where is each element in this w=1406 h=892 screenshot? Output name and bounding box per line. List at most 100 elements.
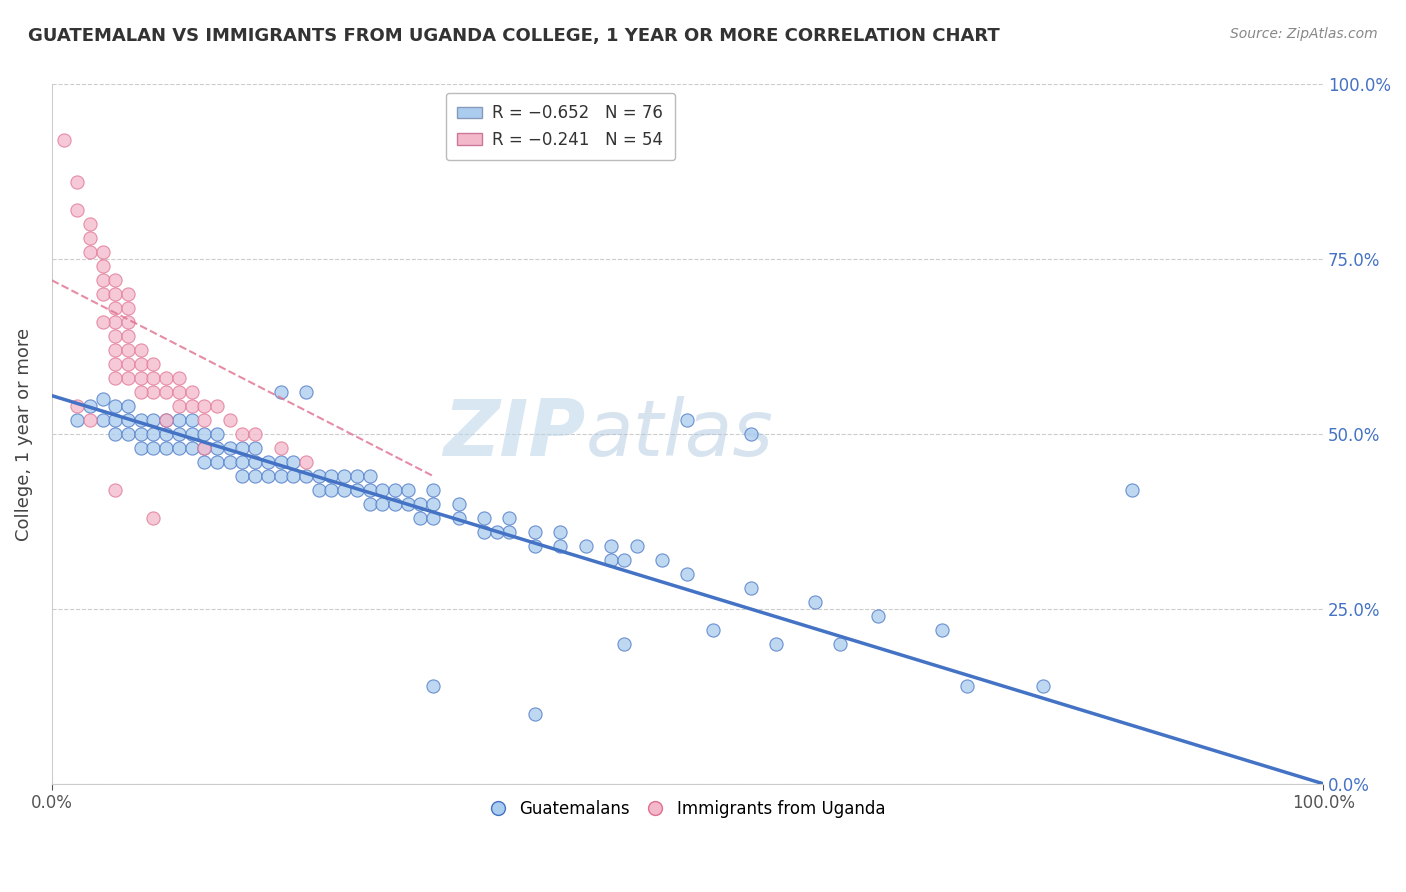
Point bbox=[396, 497, 419, 511]
Point bbox=[308, 483, 330, 497]
Point bbox=[142, 371, 165, 385]
Point bbox=[180, 385, 202, 400]
Point bbox=[472, 511, 495, 525]
Point bbox=[283, 469, 305, 483]
Point bbox=[346, 483, 368, 497]
Point bbox=[66, 399, 89, 413]
Point bbox=[79, 217, 101, 231]
Point bbox=[79, 413, 101, 427]
Point bbox=[205, 441, 228, 455]
Point bbox=[651, 553, 673, 567]
Point bbox=[218, 455, 240, 469]
Point bbox=[117, 343, 139, 358]
Point bbox=[155, 413, 177, 427]
Point bbox=[523, 706, 546, 721]
Point bbox=[1032, 679, 1054, 693]
Point bbox=[626, 539, 648, 553]
Point bbox=[231, 427, 253, 442]
Point bbox=[180, 441, 202, 455]
Point bbox=[167, 427, 190, 442]
Point bbox=[333, 483, 356, 497]
Point bbox=[193, 441, 215, 455]
Point bbox=[142, 511, 165, 525]
Point bbox=[740, 581, 762, 595]
Point bbox=[613, 637, 636, 651]
Point bbox=[422, 679, 444, 693]
Point bbox=[167, 385, 190, 400]
Point bbox=[498, 524, 520, 539]
Point bbox=[104, 483, 127, 497]
Point bbox=[104, 301, 127, 316]
Point bbox=[270, 385, 292, 400]
Point bbox=[180, 399, 202, 413]
Point bbox=[79, 231, 101, 245]
Point bbox=[205, 455, 228, 469]
Point bbox=[142, 413, 165, 427]
Point bbox=[409, 497, 432, 511]
Point bbox=[155, 413, 177, 427]
Point bbox=[384, 497, 406, 511]
Point bbox=[180, 427, 202, 442]
Point bbox=[104, 427, 127, 442]
Point bbox=[117, 413, 139, 427]
Point bbox=[295, 469, 318, 483]
Point bbox=[104, 343, 127, 358]
Point bbox=[676, 413, 699, 427]
Point bbox=[104, 273, 127, 287]
Point bbox=[66, 413, 89, 427]
Point bbox=[129, 441, 152, 455]
Point bbox=[447, 511, 470, 525]
Point bbox=[422, 511, 444, 525]
Point bbox=[193, 427, 215, 442]
Point bbox=[409, 511, 432, 525]
Point bbox=[931, 623, 953, 637]
Point bbox=[396, 483, 419, 497]
Point bbox=[167, 441, 190, 455]
Point bbox=[117, 329, 139, 343]
Point bbox=[104, 357, 127, 371]
Text: ZIP: ZIP bbox=[443, 396, 586, 472]
Point bbox=[53, 133, 76, 147]
Point bbox=[243, 427, 266, 442]
Point bbox=[104, 413, 127, 427]
Point bbox=[155, 371, 177, 385]
Point bbox=[765, 637, 787, 651]
Point bbox=[321, 469, 343, 483]
Point bbox=[472, 524, 495, 539]
Point bbox=[205, 427, 228, 442]
Point bbox=[359, 497, 381, 511]
Point bbox=[308, 469, 330, 483]
Point bbox=[676, 566, 699, 581]
Point bbox=[485, 524, 508, 539]
Point bbox=[66, 175, 89, 189]
Point bbox=[193, 455, 215, 469]
Point bbox=[218, 413, 240, 427]
Point bbox=[1121, 483, 1143, 497]
Point bbox=[193, 399, 215, 413]
Point bbox=[371, 497, 394, 511]
Point bbox=[167, 413, 190, 427]
Point bbox=[104, 329, 127, 343]
Point bbox=[193, 413, 215, 427]
Point bbox=[359, 483, 381, 497]
Point bbox=[167, 371, 190, 385]
Point bbox=[117, 427, 139, 442]
Point bbox=[384, 483, 406, 497]
Point bbox=[422, 497, 444, 511]
Point bbox=[828, 637, 851, 651]
Point bbox=[371, 483, 394, 497]
Point bbox=[142, 385, 165, 400]
Point bbox=[180, 413, 202, 427]
Point bbox=[79, 399, 101, 413]
Point bbox=[321, 483, 343, 497]
Point bbox=[142, 441, 165, 455]
Y-axis label: College, 1 year or more: College, 1 year or more bbox=[15, 327, 32, 541]
Point bbox=[231, 469, 253, 483]
Point bbox=[91, 273, 114, 287]
Point bbox=[270, 455, 292, 469]
Point bbox=[91, 245, 114, 260]
Point bbox=[523, 524, 546, 539]
Point bbox=[295, 385, 318, 400]
Point bbox=[66, 203, 89, 218]
Point bbox=[117, 371, 139, 385]
